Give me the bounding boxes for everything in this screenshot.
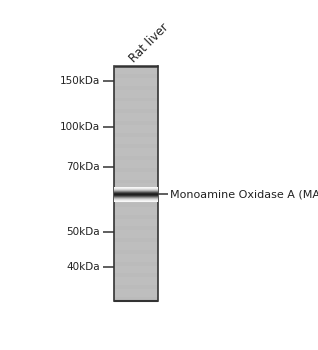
Bar (114, 250, 158, 254)
Bar (114, 191, 158, 192)
Bar (114, 191, 158, 192)
Bar (114, 190, 158, 191)
Bar (114, 200, 158, 201)
Text: 70kDa: 70kDa (66, 162, 100, 172)
Bar (114, 195, 158, 196)
Bar (114, 187, 158, 188)
Bar (114, 197, 158, 198)
Bar (114, 66, 158, 301)
Bar (114, 226, 158, 230)
Bar (114, 133, 158, 136)
Bar (114, 198, 158, 199)
Bar (114, 190, 158, 191)
Bar (114, 196, 158, 197)
Bar (114, 193, 158, 194)
Text: 50kDa: 50kDa (66, 227, 100, 237)
Bar (114, 199, 158, 200)
Bar (114, 98, 158, 101)
Bar (114, 201, 158, 202)
Bar (114, 199, 158, 200)
Bar (114, 168, 158, 172)
Bar (114, 200, 158, 201)
Bar (114, 86, 158, 90)
Text: Rat liver: Rat liver (127, 21, 171, 65)
Bar (114, 196, 158, 197)
Bar (114, 188, 158, 189)
Bar (114, 189, 158, 190)
Text: 100kDa: 100kDa (60, 122, 100, 132)
Bar (114, 188, 158, 189)
Bar (114, 180, 158, 183)
Bar (114, 189, 158, 190)
Bar (114, 109, 158, 113)
Bar (114, 285, 158, 289)
Bar (114, 74, 158, 78)
Bar (114, 262, 158, 266)
Bar (114, 297, 158, 301)
Bar (114, 198, 158, 199)
Bar (114, 156, 158, 160)
Bar (114, 199, 158, 200)
Bar (114, 193, 158, 194)
Bar (114, 145, 158, 148)
Bar (114, 121, 158, 125)
Bar (114, 191, 158, 195)
Text: 40kDa: 40kDa (66, 262, 100, 272)
Bar (114, 195, 158, 196)
Bar (114, 194, 158, 195)
Text: 150kDa: 150kDa (60, 76, 100, 86)
Bar (114, 203, 158, 207)
Bar (114, 238, 158, 242)
Text: Monoamine Oxidase A (MAOA): Monoamine Oxidase A (MAOA) (170, 189, 318, 199)
Bar (114, 194, 158, 195)
Bar (114, 201, 158, 202)
Bar (114, 191, 158, 192)
Bar (114, 215, 158, 219)
Bar (114, 197, 158, 198)
Bar (114, 273, 158, 277)
Bar (114, 201, 158, 202)
Bar (114, 187, 158, 188)
